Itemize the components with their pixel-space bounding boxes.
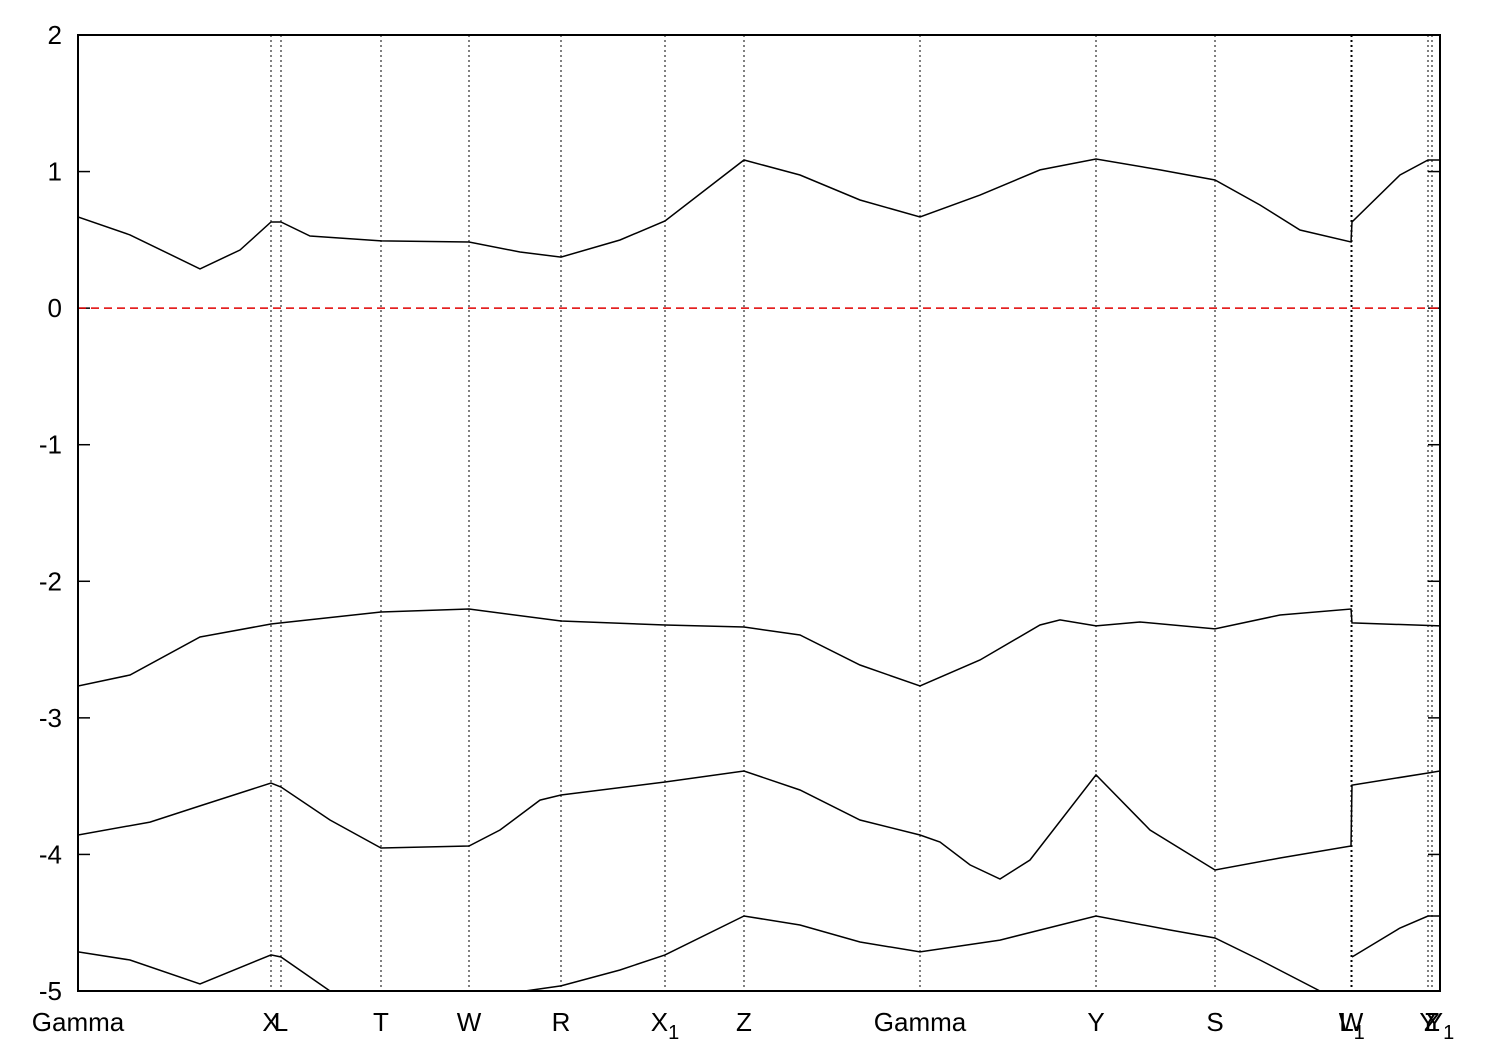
plot-frame [77,34,1441,992]
x-tick-label: L [274,1007,288,1037]
x-tick-label: W [1339,1007,1364,1037]
x-tick-label: Gamma [32,1007,125,1037]
x-tick-label: L1 [1339,1007,1365,1044]
x-tick-label: Y1 [1426,1007,1454,1044]
band-line [78,770,1440,880]
bands [78,158,1440,991]
y-tick-label: 0 [48,293,62,323]
y-tick-label: 2 [48,20,62,50]
y-tick-label: 1 [48,157,62,187]
x-tick-label: W [457,1007,482,1037]
x-tick-label: Z [736,1007,752,1037]
x-tick-label: Z [1424,1007,1440,1037]
y-tick-label: -3 [39,703,62,733]
band-line [78,915,1440,991]
x-tick-label: Y [1419,1007,1436,1037]
y-tick-label: -4 [39,839,62,869]
x-tick-label: X [262,1007,279,1037]
x-tick-label: S [1206,1007,1223,1037]
x-tick-label: Gamma [874,1007,967,1037]
x-tick-label: Y [1087,1007,1104,1037]
y-tick-label: -1 [39,430,62,460]
band-line [78,158,1440,270]
x-tick-label: T [373,1007,389,1037]
x-tick-label: R [552,1007,571,1037]
y-tick-label: -5 [39,976,62,1006]
y-tick-label: -2 [39,566,62,596]
band-line [78,608,1440,687]
x-tick-label: X1 [651,1007,679,1044]
